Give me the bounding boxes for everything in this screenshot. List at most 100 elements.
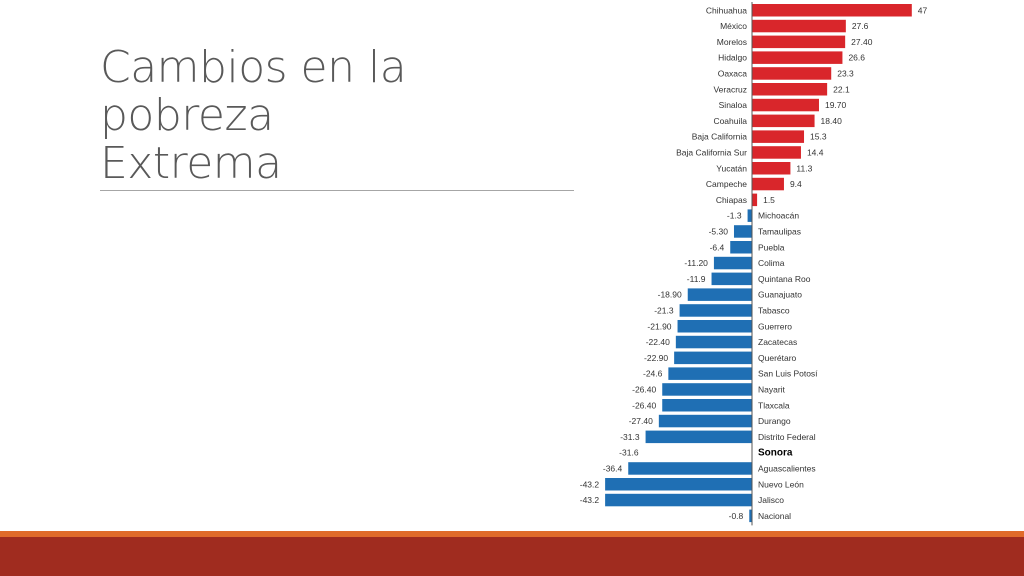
value-label-sonora: -31.6 <box>619 448 639 458</box>
value-label-tlaxcala: -26.40 <box>632 400 656 410</box>
bar-chihuahua <box>752 4 912 17</box>
bar-nayarit <box>662 383 752 396</box>
bar-oaxaca <box>752 67 832 80</box>
value-label-campeche: 9.4 <box>790 179 802 189</box>
value-label-michoacan: -1.3 <box>727 211 742 221</box>
category-label-puebla: Puebla <box>758 242 785 252</box>
bar-michoacan <box>747 209 752 222</box>
bar-baja-california <box>752 130 805 143</box>
value-label-quintana-roo: -11.9 <box>687 274 706 284</box>
value-label-sinaloa: 19.70 <box>825 100 847 110</box>
category-label-morelos: Morelos <box>717 37 747 47</box>
category-label-nuevo-leon: Nuevo León <box>758 479 804 489</box>
category-label-queretaro: Querétaro <box>758 353 797 363</box>
category-label-sinaloa: Sinaloa <box>719 100 748 110</box>
bar-guanajuato <box>687 288 752 301</box>
bar-campeche <box>752 177 784 191</box>
category-label-tlaxcala: Tlaxcala <box>758 400 790 410</box>
value-label-chihuahua: 47 <box>918 5 928 15</box>
category-label-tabasco: Tabasco <box>758 305 790 315</box>
value-label-hidalgo: 26.6 <box>848 53 865 63</box>
footer-band <box>0 537 1024 576</box>
value-label-aguascalientes: -36.4 <box>603 463 623 473</box>
value-label-distrito-federal: -31.3 <box>620 432 640 442</box>
category-label-chihuahua: Chihuahua <box>706 5 747 15</box>
title-line-2: Extrema <box>100 138 282 189</box>
category-label-colima: Colima <box>758 258 785 268</box>
value-label-mexico: 27.6 <box>852 21 869 31</box>
bar-nacional <box>749 509 752 523</box>
bar-veracruz <box>752 83 828 96</box>
category-label-durango: Durango <box>758 416 791 426</box>
category-label-mexico: México <box>720 21 747 31</box>
bar-distrito-federal <box>645 430 752 444</box>
value-label-nuevo-leon: -43.2 <box>580 479 600 489</box>
bar-hidalgo <box>752 51 843 64</box>
bar-chiapas <box>752 193 758 207</box>
value-label-nayarit: -26.40 <box>632 384 656 394</box>
category-label-campeche: Campeche <box>706 179 747 189</box>
category-label-tamaulipas: Tamaulipas <box>758 226 801 236</box>
bar-mexico <box>752 19 846 33</box>
value-label-colima: -11.20 <box>684 258 708 268</box>
bar-puebla <box>730 241 752 254</box>
bar-tabasco <box>679 304 752 317</box>
category-label-hidalgo: Hidalgo <box>718 53 747 63</box>
value-label-baja-california-sur: 14.4 <box>807 147 824 157</box>
bar-queretaro <box>674 351 752 365</box>
category-label-sonora: Sonora <box>758 448 793 459</box>
category-label-yucatan: Yucatán <box>716 163 747 173</box>
category-label-guerrero: Guerrero <box>758 321 792 331</box>
category-label-zacatecas: Zacatecas <box>758 337 797 347</box>
category-label-distrito-federal: Distrito Federal <box>758 432 816 442</box>
bar-durango <box>658 414 752 428</box>
category-label-san-luis-potosi: San Luis Potosí <box>758 369 818 379</box>
value-label-nacional: -0.8 <box>729 511 744 521</box>
bar-baja-california-sur <box>752 146 801 159</box>
category-label-aguascalientes: Aguascalientes <box>758 463 816 473</box>
category-label-oaxaca: Oaxaca <box>718 68 748 78</box>
category-label-nayarit: Nayarit <box>758 384 786 394</box>
category-label-baja-california: Baja California <box>692 132 748 142</box>
category-label-quintana-roo: Quintana Roo <box>758 274 811 284</box>
value-label-chiapas: 1.5 <box>763 195 775 205</box>
value-label-guerrero: -21.90 <box>647 321 671 331</box>
value-label-zacatecas: -22.40 <box>646 337 670 347</box>
bar-guerrero <box>677 320 752 333</box>
bar-aguascalientes <box>628 462 752 475</box>
value-label-guanajuato: -18.90 <box>658 290 682 300</box>
value-label-tamaulipas: -5.30 <box>709 226 729 236</box>
bar-morelos <box>752 35 846 49</box>
value-label-puebla: -6.4 <box>710 242 725 252</box>
value-label-san-luis-potosi: -24.6 <box>643 369 663 379</box>
bar-jalisco <box>605 493 752 507</box>
value-label-coahuila: 18.40 <box>821 116 843 126</box>
value-label-queretaro: -22.90 <box>644 353 668 363</box>
bar-nuevo-leon <box>605 478 752 491</box>
value-label-morelos: 27.40 <box>851 37 873 47</box>
value-label-durango: -27.40 <box>629 416 653 426</box>
bar-coahuila <box>752 114 815 128</box>
category-label-michoacan: Michoacán <box>758 211 799 221</box>
category-label-guanajuato: Guanajuato <box>758 290 802 300</box>
value-label-oaxaca: 23.3 <box>837 68 854 78</box>
value-label-jalisco: -43.2 <box>580 495 600 505</box>
poverty-change-bar-chart: Chihuahua 47 México 27.6 Morelos 27.40 Hidalgo… <box>580 2 928 526</box>
title-line-1: Cambios en la pobreza <box>100 42 407 141</box>
bar-yucatan <box>752 162 791 175</box>
bar-zacatecas <box>675 335 752 349</box>
value-label-veracruz: 22.1 <box>833 84 850 94</box>
slide-title: Cambios en la pobreza Extrema <box>100 44 574 191</box>
bar-tamaulipas <box>733 225 752 238</box>
category-label-chiapas: Chiapas <box>716 195 747 205</box>
category-label-jalisco: Jalisco <box>758 495 784 505</box>
footer-accent-band <box>0 531 1024 537</box>
bar-tlaxcala <box>662 399 752 412</box>
category-label-baja-california-sur: Baja California Sur <box>676 147 747 157</box>
value-label-baja-california: 15.3 <box>810 132 827 142</box>
category-label-veracruz: Veracruz <box>713 84 747 94</box>
bar-quintana-roo <box>711 272 752 286</box>
value-label-tabasco: -21.3 <box>654 305 674 315</box>
category-label-nacional: Nacional <box>758 511 791 521</box>
bar-san-luis-potosi <box>668 367 752 380</box>
